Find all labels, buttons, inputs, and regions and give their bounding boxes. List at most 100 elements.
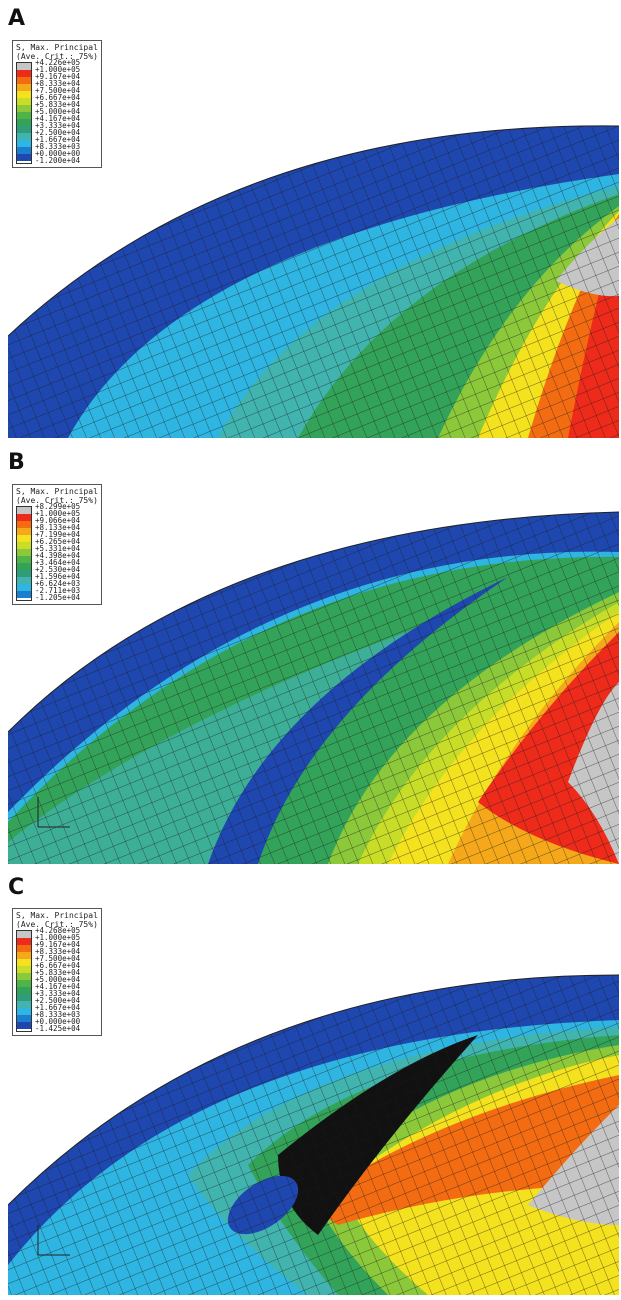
legend-value: +5.833e+04 — [35, 968, 81, 977]
legend-swatch — [17, 521, 31, 528]
legend-swatch — [17, 994, 31, 1001]
legend-value: +5.331e+04 — [35, 544, 81, 553]
legend-value: +1.667e+04 — [35, 135, 81, 144]
legend-swatch — [17, 119, 31, 126]
legend-value: +3.333e+04 — [35, 121, 81, 130]
legend-value: +4.398e+04 — [35, 551, 81, 560]
mesh-overlay — [8, 975, 619, 1295]
legend-swatch — [17, 63, 31, 70]
legend-color-bar — [16, 506, 32, 601]
legend-title: S, Max. Principal — [16, 487, 98, 496]
legend-swatch — [17, 84, 31, 91]
legend-value: +7.500e+04 — [35, 954, 81, 963]
legend-value: +8.299e+05 — [35, 502, 81, 511]
legend-swatch — [17, 528, 31, 535]
legend-value: +1.596e+04 — [35, 572, 81, 581]
legend-value: +8.333e+04 — [35, 79, 81, 88]
legend-value: +8.333e+04 — [35, 947, 81, 956]
legend-swatch — [17, 507, 31, 514]
legend-value: +6.265e+04 — [35, 537, 81, 546]
legend-values: +4.226e+05 +1.000e+05 +9.167e+04 +8.333e+04… — [35, 59, 81, 165]
legend-swatch — [17, 577, 31, 584]
axis-triad-icon — [37, 797, 70, 828]
legend-swatch — [17, 1001, 31, 1008]
legend-subtitle: (Ave. Crit.: 75%) — [16, 496, 98, 505]
legend-swatch — [17, 112, 31, 119]
legend-value: +7.199e+04 — [35, 530, 81, 539]
legend-value: +0.000e+00 — [35, 1017, 81, 1026]
mesh-overlay — [8, 512, 619, 864]
legend-swatch — [17, 1022, 31, 1029]
axis-triad-icon — [37, 1225, 70, 1256]
legend-value: +5.000e+04 — [35, 975, 81, 984]
legend-swatch — [17, 945, 31, 952]
legend-value: +9.167e+04 — [35, 940, 81, 949]
legend-value: +9.167e+04 — [35, 72, 81, 81]
legend-subtitle: (Ave. Crit.: 75%) — [16, 920, 98, 929]
legend-swatch — [17, 987, 31, 994]
legend-value: +6.624e+03 — [35, 579, 81, 588]
legend-swatch — [17, 973, 31, 980]
legend-swatch — [17, 140, 31, 147]
legend-title: S, Max. Principal — [16, 911, 98, 920]
legend-value: +2.500e+04 — [35, 996, 81, 1005]
legend-swatch — [17, 563, 31, 570]
legend-value: -1.205e+04 — [35, 593, 81, 602]
legend-value: +8.333e+03 — [35, 1010, 81, 1019]
legend-value: +8.333e+03 — [35, 142, 81, 151]
legend-swatch — [17, 584, 31, 591]
legend-title: S, Max. Principal — [16, 43, 98, 52]
legend-value: +6.667e+04 — [35, 93, 81, 102]
legend-values: +4.268e+05 +1.000e+05 +9.167e+04 +8.333e+04… — [35, 927, 81, 1033]
stress-contour-plot-a — [8, 125, 619, 438]
legend-swatch — [17, 133, 31, 140]
legend-c: S, Max. Principal (Ave. Crit.: 75%) +4.2… — [12, 908, 102, 1036]
legend-swatch — [17, 1008, 31, 1015]
legend-swatch — [17, 126, 31, 133]
legend-swatch — [17, 542, 31, 549]
legend-swatch — [17, 549, 31, 556]
legend-value: +3.464e+04 — [35, 558, 81, 567]
legend-swatch — [17, 980, 31, 987]
legend-value: +2.530e+04 — [35, 565, 81, 574]
legend-swatch — [17, 938, 31, 945]
legend-value: -2.711e+03 — [35, 586, 81, 595]
legend-a: S, Max. Principal (Ave. Crit.: 75%) +4.2… — [12, 40, 102, 168]
legend-value: +7.500e+04 — [35, 86, 81, 95]
legend-swatch — [17, 98, 31, 105]
legend-swatch — [17, 931, 31, 938]
legend-swatch — [17, 514, 31, 521]
legend-value: -1.425e+04 — [35, 1024, 81, 1033]
legend-value: +0.000e+00 — [35, 149, 81, 158]
legend-swatch — [17, 154, 31, 161]
legend-value: +1.000e+05 — [35, 933, 81, 942]
legend-swatch — [17, 535, 31, 542]
legend-value: +3.333e+04 — [35, 989, 81, 998]
mesh-overlay — [8, 125, 619, 438]
legend-b: S, Max. Principal (Ave. Crit.: 75%) +8.2… — [12, 484, 102, 605]
stress-contour-plot-c — [8, 974, 619, 1295]
legend-value: +4.167e+04 — [35, 982, 81, 991]
legend-value: +4.167e+04 — [35, 114, 81, 123]
legend-swatch — [17, 91, 31, 98]
panel-label-a: A — [8, 6, 26, 31]
legend-value: +9.066e+04 — [35, 516, 81, 525]
legend-values: +8.299e+05 +1.000e+05 +9.066e+04 +8.133e+04… — [35, 502, 81, 602]
legend-swatch — [17, 70, 31, 77]
legend-value: +1.000e+05 — [35, 509, 81, 518]
legend-swatch — [17, 591, 31, 598]
legend-swatch — [17, 1015, 31, 1022]
legend-value: +2.500e+04 — [35, 128, 81, 137]
legend-swatch — [17, 77, 31, 84]
legend-swatch — [17, 966, 31, 973]
legend-value: +6.667e+04 — [35, 961, 81, 970]
legend-value: +5.000e+04 — [35, 107, 81, 116]
legend-swatch — [17, 105, 31, 112]
legend-value: -1.200e+04 — [35, 156, 81, 165]
legend-swatch — [17, 959, 31, 966]
legend-value: +5.833e+04 — [35, 100, 81, 109]
panel-label-b: B — [8, 450, 25, 475]
legend-swatch — [17, 147, 31, 154]
legend-color-bar — [16, 930, 32, 1032]
legend-swatch — [17, 952, 31, 959]
